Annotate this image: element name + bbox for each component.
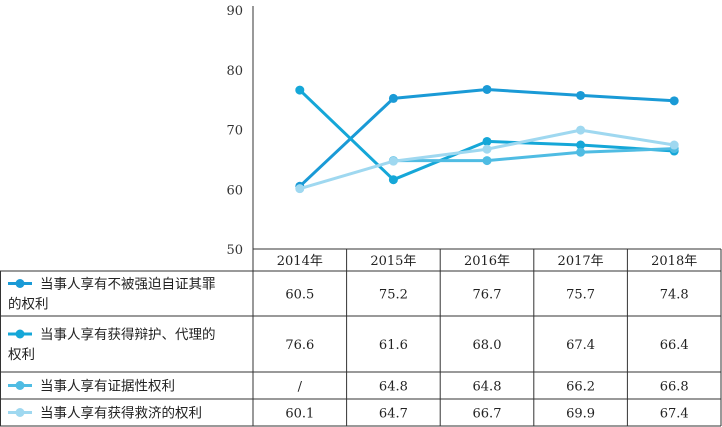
x-category-label-0: 2014年 <box>277 254 323 269</box>
table-value-s0-3: 75.7 <box>566 288 595 303</box>
table-value-s0-1: 75.2 <box>379 288 408 303</box>
table-value-s1-4: 66.4 <box>660 338 689 353</box>
table-value-s2-1: 64.8 <box>379 380 408 395</box>
table-value-s1-3: 67.4 <box>566 338 595 353</box>
data-point-s3-0 <box>295 184 305 194</box>
legend-marker-dot-0 <box>15 279 25 288</box>
table-value-s0-4: 74.8 <box>660 288 689 303</box>
data-point-s3-2 <box>482 144 492 154</box>
data-point-s3-3 <box>576 125 586 135</box>
y-tick-label-4: 90 <box>226 4 243 19</box>
data-point-s1-1 <box>388 175 398 185</box>
legend-marker-dot-1 <box>15 329 25 339</box>
table-value-s3-3: 69.9 <box>566 407 595 422</box>
data-point-s3-4 <box>669 140 679 150</box>
legend-label-1-line-1: 权利 <box>8 346 35 363</box>
table-value-s2-0: / <box>298 380 303 395</box>
y-tick-label-3: 80 <box>226 64 243 79</box>
data-point-s3-1 <box>388 156 398 166</box>
x-category-label-1: 2015年 <box>370 254 416 269</box>
table-value-s3-0: 60.1 <box>285 407 314 422</box>
legend-marker-dot-3 <box>15 408 25 417</box>
data-point-s1-2 <box>482 136 492 146</box>
legend-marker-dot-2 <box>15 381 25 390</box>
legend-label-2-line-0: 当事人享有证据性权利 <box>40 378 175 395</box>
table-value-s3-2: 66.7 <box>473 407 502 422</box>
x-category-label-4: 2018年 <box>651 254 697 269</box>
table-value-s3-1: 64.7 <box>379 407 408 422</box>
y-tick-label-1: 60 <box>226 183 243 198</box>
y-tick-label-2: 70 <box>226 124 243 139</box>
table-value-s2-3: 66.2 <box>566 380 595 395</box>
table-value-s2-2: 64.8 <box>473 380 502 395</box>
table-value-s3-4: 67.4 <box>660 407 689 422</box>
x-category-label-3: 2017年 <box>558 254 604 269</box>
table-value-s0-0: 60.5 <box>285 288 314 303</box>
table-value-s0-2: 76.7 <box>473 288 502 303</box>
legend-label-0-line-1: 的权利 <box>8 296 49 313</box>
legend-label-1-line-0: 当事人享有获得辩护、代理的 <box>40 326 216 343</box>
series-line-2 <box>393 147 675 163</box>
data-point-s0-3 <box>576 90 586 100</box>
table-value-s2-4: 66.8 <box>660 380 689 395</box>
data-point-s0-2 <box>482 84 492 94</box>
legend-label-3-line-0: 当事人享有获得救济的权利 <box>40 405 202 422</box>
legend-label-0-line-0: 当事人享有不被强迫自证其罪 <box>40 276 216 293</box>
table-value-s1-1: 61.6 <box>379 338 408 353</box>
y-tick-label-0: 50 <box>226 243 243 258</box>
table-value-s1-0: 76.6 <box>285 338 314 353</box>
data-point-s2-3 <box>576 147 586 157</box>
data-point-s0-4 <box>669 96 679 106</box>
table-value-s1-2: 68.0 <box>473 338 502 353</box>
x-category-label-2: 2016年 <box>464 254 510 269</box>
data-point-s1-3 <box>576 140 586 150</box>
data-point-s0-1 <box>388 93 398 103</box>
data-point-s1-0 <box>295 85 305 95</box>
data-point-s2-2 <box>482 156 492 166</box>
